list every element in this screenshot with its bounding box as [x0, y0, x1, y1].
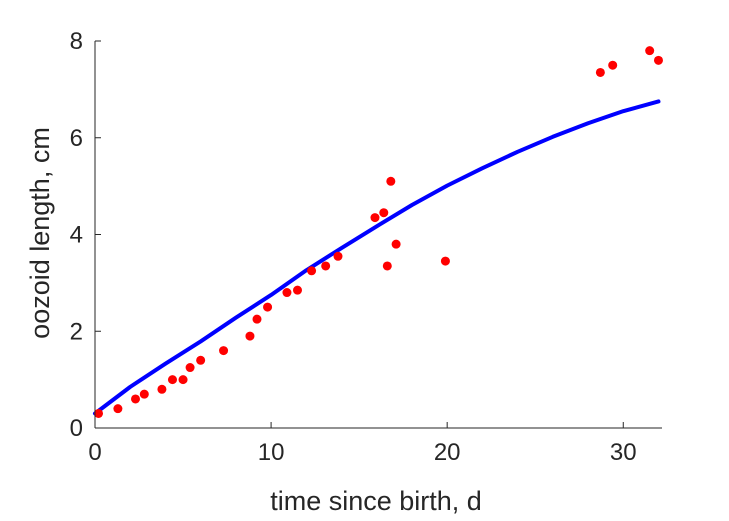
- data-point: [595, 67, 605, 77]
- series-layer: [93, 46, 663, 418]
- data-point: [282, 288, 292, 298]
- fit-curve: [93, 99, 661, 416]
- x-tick-label: 30: [610, 439, 637, 466]
- data-point: [263, 302, 273, 312]
- y-axis-ticks: 0 2 4 6 8: [70, 28, 101, 442]
- data-point: [178, 375, 188, 385]
- data-point: [391, 239, 401, 249]
- data-point: [131, 394, 140, 404]
- data-point: [167, 375, 177, 385]
- data-point: [333, 251, 343, 261]
- x-tick-label: 10: [258, 439, 285, 466]
- x-axis-label: time since birth, d: [270, 486, 482, 516]
- data-point: [321, 261, 331, 271]
- y-axis-label: oozoid length, cm: [25, 127, 55, 339]
- x-axis-ticks: 0 10 20 30: [88, 422, 637, 466]
- data-point: [645, 46, 655, 56]
- data-point: [196, 355, 206, 365]
- data-point: [653, 55, 663, 65]
- x-tick-label: 20: [434, 439, 461, 466]
- data-point: [307, 266, 317, 276]
- data-point: [440, 256, 450, 266]
- data-point: [608, 60, 618, 70]
- y-tick-label: 8: [70, 28, 83, 55]
- data-point: [139, 389, 149, 399]
- y-tick-label: 6: [70, 125, 83, 152]
- data-point: [157, 384, 167, 394]
- data-point: [370, 213, 380, 223]
- data-point: [94, 408, 104, 418]
- data-point: [219, 346, 229, 356]
- data-point: [379, 208, 389, 218]
- data-point: [113, 404, 123, 414]
- data-point: [293, 285, 302, 295]
- data-point: [252, 314, 262, 324]
- y-tick-label: 4: [70, 222, 83, 249]
- data-point: [382, 261, 392, 271]
- data-point: [386, 176, 396, 186]
- y-tick-label: 0: [70, 415, 83, 442]
- data-point: [185, 363, 195, 373]
- x-tick-label: 0: [88, 439, 101, 466]
- y-tick-label: 2: [70, 318, 83, 345]
- plot-area: 0 10 20 30 0 2 4 6 8: [70, 28, 663, 466]
- data-point: [245, 331, 255, 341]
